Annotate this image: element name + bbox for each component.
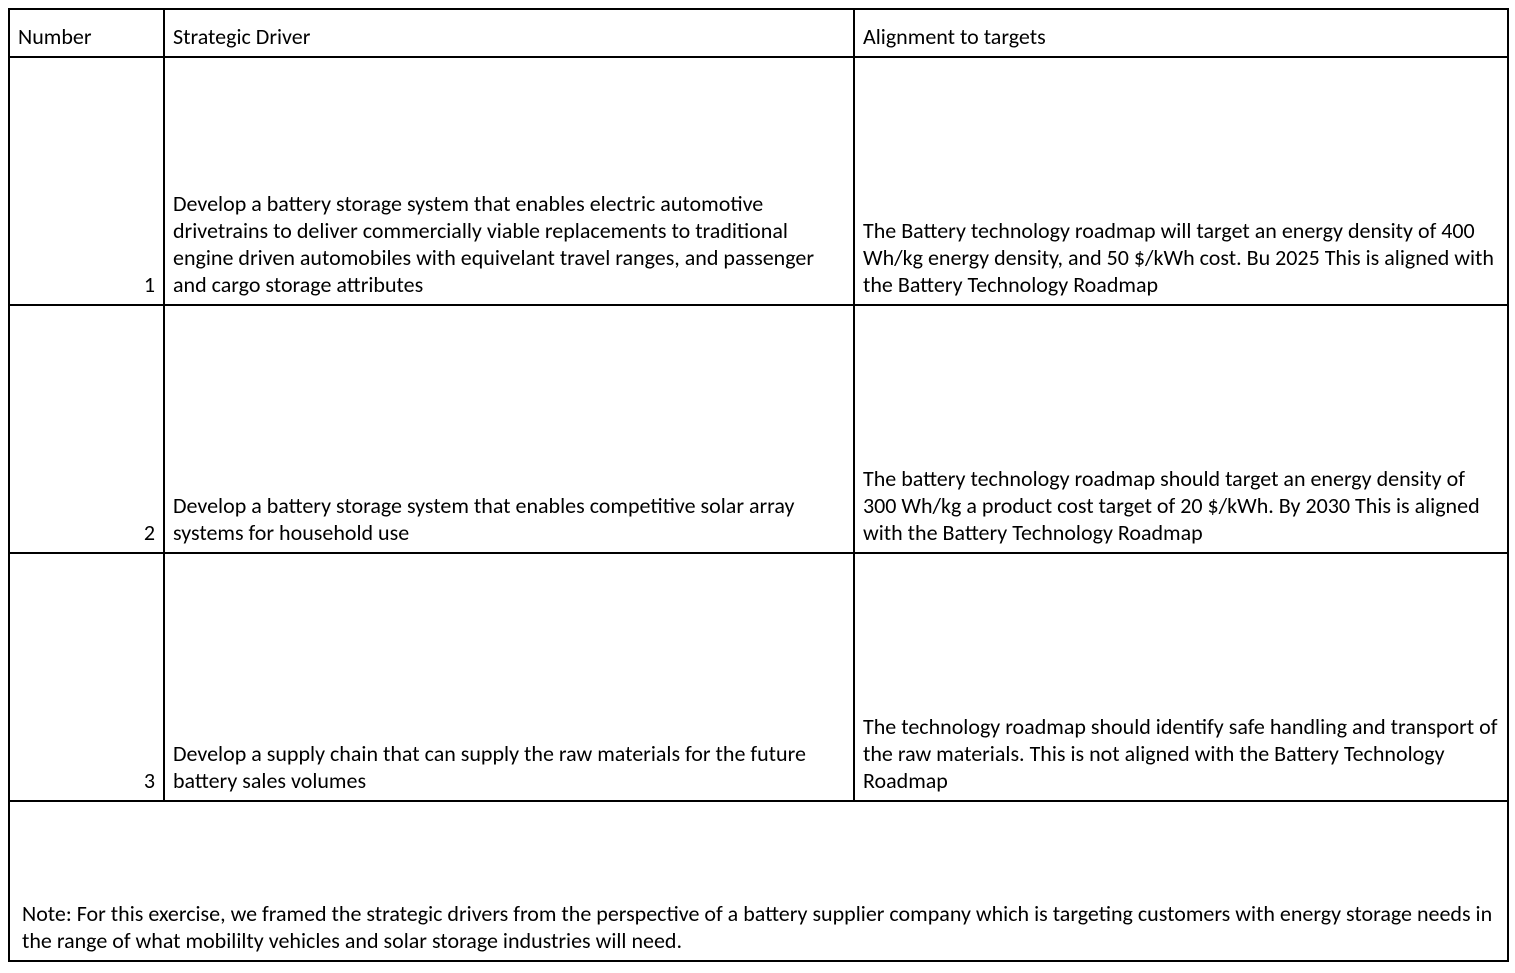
cell-driver: Develop a battery storage system that en… <box>164 305 854 553</box>
cell-number: 2 <box>9 305 164 553</box>
header-alignment: Alignment to targets <box>854 9 1508 57</box>
table-row: 3 Develop a supply chain that can supply… <box>9 553 1508 801</box>
strategic-drivers-table: Number Strategic Driver Alignment to tar… <box>8 8 1509 962</box>
cell-alignment: The battery technology roadmap should ta… <box>854 305 1508 553</box>
table-row: 2 Develop a battery storage system that … <box>9 305 1508 553</box>
cell-number: 3 <box>9 553 164 801</box>
header-number: Number <box>9 9 164 57</box>
cell-alignment: The technology roadmap should identify s… <box>854 553 1508 801</box>
table-footer-row: Note: For this exercise, we framed the s… <box>9 801 1508 961</box>
footer-note: Note: For this exercise, we framed the s… <box>9 801 1508 961</box>
cell-driver: Develop a supply chain that can supply t… <box>164 553 854 801</box>
cell-number: 1 <box>9 57 164 305</box>
table-row: 1 Develop a battery storage system that … <box>9 57 1508 305</box>
table-header-row: Number Strategic Driver Alignment to tar… <box>9 9 1508 57</box>
cell-driver: Develop a battery storage system that en… <box>164 57 854 305</box>
header-driver: Strategic Driver <box>164 9 854 57</box>
cell-alignment: The Battery technology roadmap will targ… <box>854 57 1508 305</box>
